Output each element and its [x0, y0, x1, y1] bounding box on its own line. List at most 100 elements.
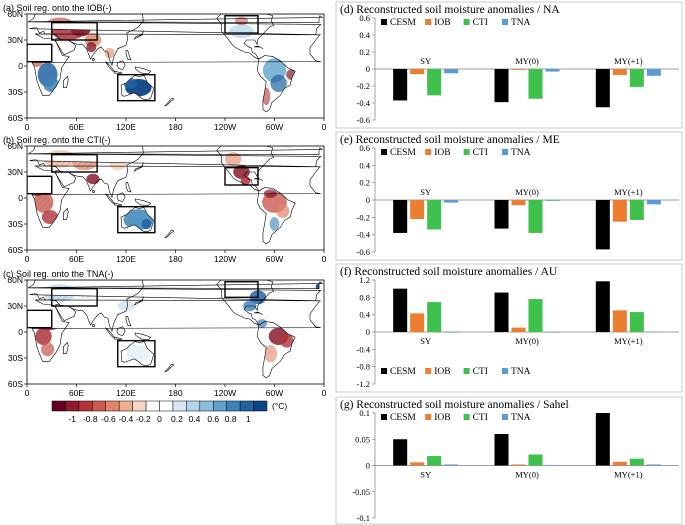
region-box — [224, 281, 259, 299]
legend-label: TNA — [511, 18, 531, 28]
coastline — [105, 61, 116, 72]
y-tick-label: -0.05 — [352, 487, 370, 497]
coastline — [133, 296, 144, 306]
bar-iob — [612, 69, 627, 75]
lon-label: 120W — [214, 122, 236, 132]
y-tick-label: 0.1 — [359, 408, 370, 418]
y-tick-label: -0.4 — [357, 344, 371, 354]
anomaly-patch — [276, 204, 290, 218]
coastline — [31, 299, 321, 362]
category-label: SY — [420, 336, 431, 346]
maps-figure: (a) Soil reg. onto the IOB(-)60N30N030S6… — [3, 3, 327, 424]
significance-hatching — [87, 174, 99, 184]
coastline — [253, 45, 264, 49]
anomaly-patch — [280, 333, 294, 348]
region-box — [27, 175, 53, 195]
legend-label: TNA — [511, 148, 531, 158]
map-panel: (c) Soil reg. onto the TNA(-)60N 30N 0 30S 6… — [3, 269, 327, 398]
category-label: SY — [420, 470, 431, 480]
lat-label: 60S — [8, 245, 23, 255]
colorbar-segment — [253, 400, 268, 412]
category-label: MY(0) — [515, 187, 539, 197]
coastline — [62, 341, 69, 354]
colorbar-tick-label: 0.2 — [171, 414, 183, 424]
coastline — [55, 303, 77, 322]
anomaly-patch — [263, 345, 277, 363]
legend-label: TNA — [511, 367, 531, 377]
colorbar-tick-label: -0.2 — [136, 414, 151, 424]
coastline — [216, 14, 275, 60]
lon-label: 60E — [69, 122, 84, 132]
map-panels: (a) Soil reg. onto the IOB(-)60N30N030S6… — [3, 3, 327, 398]
lat-label: 0 — [18, 61, 23, 71]
legend-swatch — [425, 368, 432, 374]
y-tick-label: 0.6 — [359, 143, 370, 153]
legend-swatch — [502, 149, 508, 155]
coastline — [116, 326, 126, 336]
coastline — [91, 323, 96, 328]
region-box — [51, 287, 98, 307]
bar-cti — [427, 69, 442, 96]
bar-tna — [444, 332, 459, 333]
coastline — [256, 187, 296, 245]
lat-label: 60S — [8, 379, 23, 389]
bar-cesm — [595, 200, 610, 250]
category-label: MY(+1) — [614, 187, 643, 197]
y-tick-label: -0.6 — [357, 115, 370, 125]
colorbar-tick-label: 0 — [157, 414, 162, 424]
coastline — [120, 341, 154, 367]
bar-cti — [528, 200, 543, 233]
bar-tna — [545, 69, 560, 72]
coastline — [164, 97, 175, 107]
region-box — [51, 21, 98, 41]
category-label: SY — [420, 187, 431, 197]
significance-hatching — [43, 211, 57, 223]
lon-label: 0 — [25, 254, 30, 264]
lon-label: 120E — [116, 122, 136, 132]
legend-swatch — [381, 414, 387, 420]
map-panel: (b) Soil reg. onto the CTI(-)60N 30N 0 30S 6… — [3, 135, 327, 264]
colorbar-tick-label: 0.8 — [225, 414, 237, 424]
coastline — [31, 33, 321, 96]
y-tick-label: 0.05 — [355, 434, 370, 444]
region-box — [51, 153, 98, 173]
map-title: (a) Soil reg. onto the IOB(-) — [3, 3, 112, 13]
legend-swatch — [425, 19, 432, 25]
region-box — [117, 339, 156, 368]
coastline — [105, 327, 116, 338]
anomaly-patch — [269, 217, 280, 231]
coastline — [55, 169, 77, 188]
map-title: (b) Soil reg. onto the CTI(-) — [3, 135, 111, 145]
y-tick-label: 0.4 — [359, 310, 370, 320]
coastline — [134, 66, 152, 75]
y-tick-label: 0.2 — [359, 47, 370, 57]
bar-cesm — [595, 281, 610, 332]
legend-label: CESM — [390, 18, 416, 28]
coastline — [114, 202, 123, 207]
coastline — [27, 280, 322, 333]
bar-charts: (d) Reconstructed soil moisture anomalie… — [335, 1, 683, 525]
lat-label: 30S — [8, 219, 23, 229]
colorbar-tick-label: -1 — [68, 414, 76, 424]
bar-cesm — [494, 69, 509, 103]
legend-swatch — [463, 19, 470, 25]
bar-iob — [612, 310, 627, 332]
chart-frame — [335, 1, 683, 129]
lon-label: 120W — [214, 388, 236, 398]
coastline — [134, 198, 152, 207]
bar-cti — [427, 200, 442, 230]
y-tick-label: 0.4 — [359, 30, 370, 40]
coastline — [120, 75, 154, 101]
legend-label: CESM — [390, 413, 416, 423]
bar-iob — [511, 200, 526, 206]
coastline — [125, 50, 132, 61]
anomaly-patch — [104, 47, 115, 59]
y-tick-label: -0.2 — [357, 81, 370, 91]
bar-cti — [528, 69, 543, 99]
coastline — [256, 55, 296, 113]
coastline — [114, 336, 123, 341]
bar-iob — [410, 462, 425, 466]
category-label: MY(0) — [515, 56, 539, 66]
coastline — [216, 146, 275, 192]
